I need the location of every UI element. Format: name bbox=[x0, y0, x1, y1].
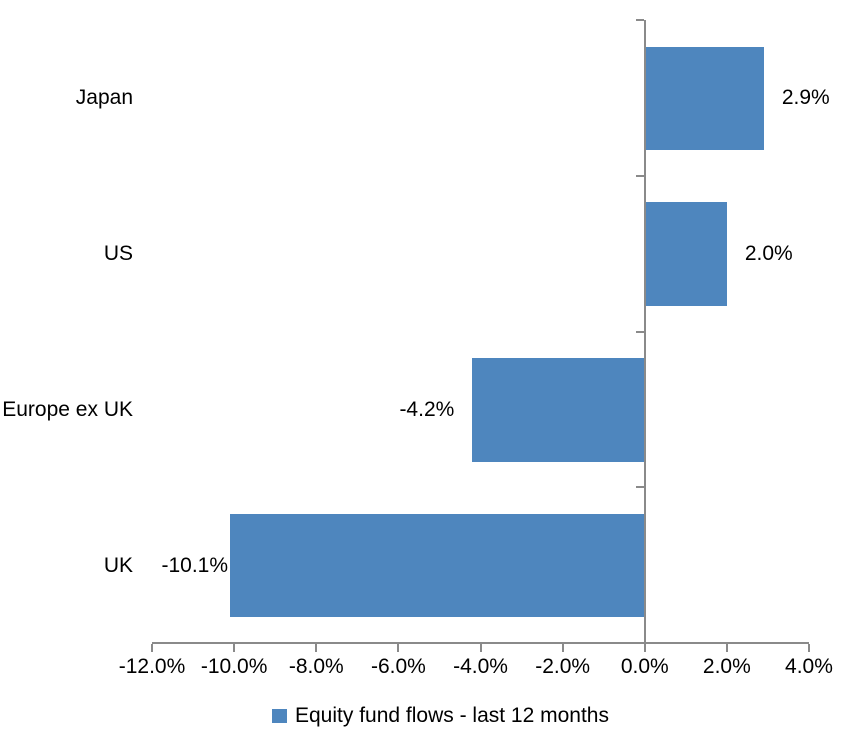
bar-value-label-uk: -10.1% bbox=[161, 553, 229, 577]
zero-axis-line bbox=[643, 20, 646, 652]
category-label-us: US bbox=[103, 242, 133, 265]
legend: Equity fund flows - last 12 months bbox=[272, 704, 609, 728]
x-tick-label: -10.0% bbox=[200, 655, 268, 678]
x-tick-label: -2.0% bbox=[535, 655, 591, 678]
x-tick-label: -12.0% bbox=[118, 655, 186, 678]
bar-value-label-europe-ex-uk: -4.2% bbox=[399, 397, 455, 421]
x-tick-label: -8.0% bbox=[288, 655, 344, 678]
category-axis-tick bbox=[635, 174, 644, 177]
legend-marker-icon bbox=[272, 709, 287, 723]
x-axis-tick bbox=[233, 644, 236, 652]
x-axis-tick bbox=[151, 644, 154, 652]
x-axis-tick bbox=[725, 644, 728, 652]
x-axis-tick bbox=[479, 644, 482, 652]
bar-us bbox=[644, 202, 727, 306]
x-axis-tick bbox=[807, 644, 810, 652]
bar-uk bbox=[230, 513, 645, 618]
bar-value-label-us: 2.0% bbox=[744, 242, 793, 265]
x-axis-tick bbox=[397, 644, 400, 652]
bar-value-label-japan: 2.9% bbox=[781, 86, 830, 110]
legend-label: Equity fund flows - last 12 months bbox=[295, 704, 609, 727]
category-axis-tick bbox=[635, 19, 644, 21]
category-label-uk: UK bbox=[103, 553, 133, 577]
x-tick-label: 0.0% bbox=[620, 655, 669, 678]
bar-europe-ex-uk bbox=[472, 358, 645, 462]
category-label-europe-ex-uk: Europe ex UK bbox=[2, 397, 133, 421]
x-tick-label: 4.0% bbox=[785, 655, 833, 678]
category-axis-tick bbox=[635, 486, 644, 489]
bar-japan bbox=[644, 46, 764, 150]
x-axis-tick bbox=[315, 644, 318, 652]
x-tick-label: -4.0% bbox=[453, 655, 508, 678]
x-axis-line bbox=[152, 642, 809, 644]
x-tick-label: -6.0% bbox=[370, 655, 426, 678]
x-tick-label: 2.0% bbox=[702, 655, 751, 678]
x-axis-tick bbox=[561, 644, 564, 652]
category-axis-tick bbox=[635, 330, 644, 333]
category-label-japan: Japan bbox=[75, 86, 133, 110]
